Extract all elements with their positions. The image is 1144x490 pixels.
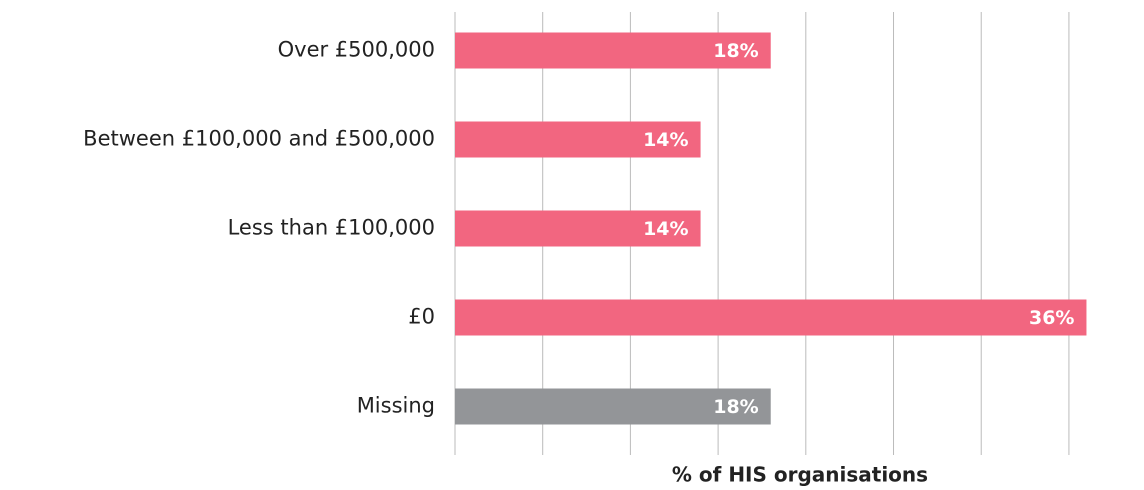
category-label: Less than £100,000	[228, 216, 435, 240]
bar	[455, 299, 1087, 336]
value-label: 18%	[713, 396, 758, 418]
category-label: £0	[408, 305, 435, 329]
bar	[455, 121, 701, 158]
value-label: 36%	[1029, 307, 1074, 329]
value-label: 14%	[643, 129, 688, 151]
bar	[455, 210, 701, 247]
value-label: 18%	[713, 40, 758, 62]
category-label: Missing	[357, 394, 435, 418]
bar	[455, 32, 771, 69]
value-label: 14%	[643, 218, 688, 240]
category-label: Between £100,000 and £500,000	[83, 127, 435, 151]
x-axis-label: % of HIS organisations	[672, 463, 928, 487]
category-label: Over £500,000	[278, 38, 435, 62]
bar	[455, 388, 771, 425]
